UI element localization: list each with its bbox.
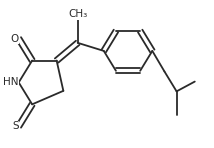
Text: O: O [10,34,19,44]
Text: S: S [12,121,19,131]
Text: HN: HN [3,77,19,87]
Text: CH₃: CH₃ [68,9,87,19]
